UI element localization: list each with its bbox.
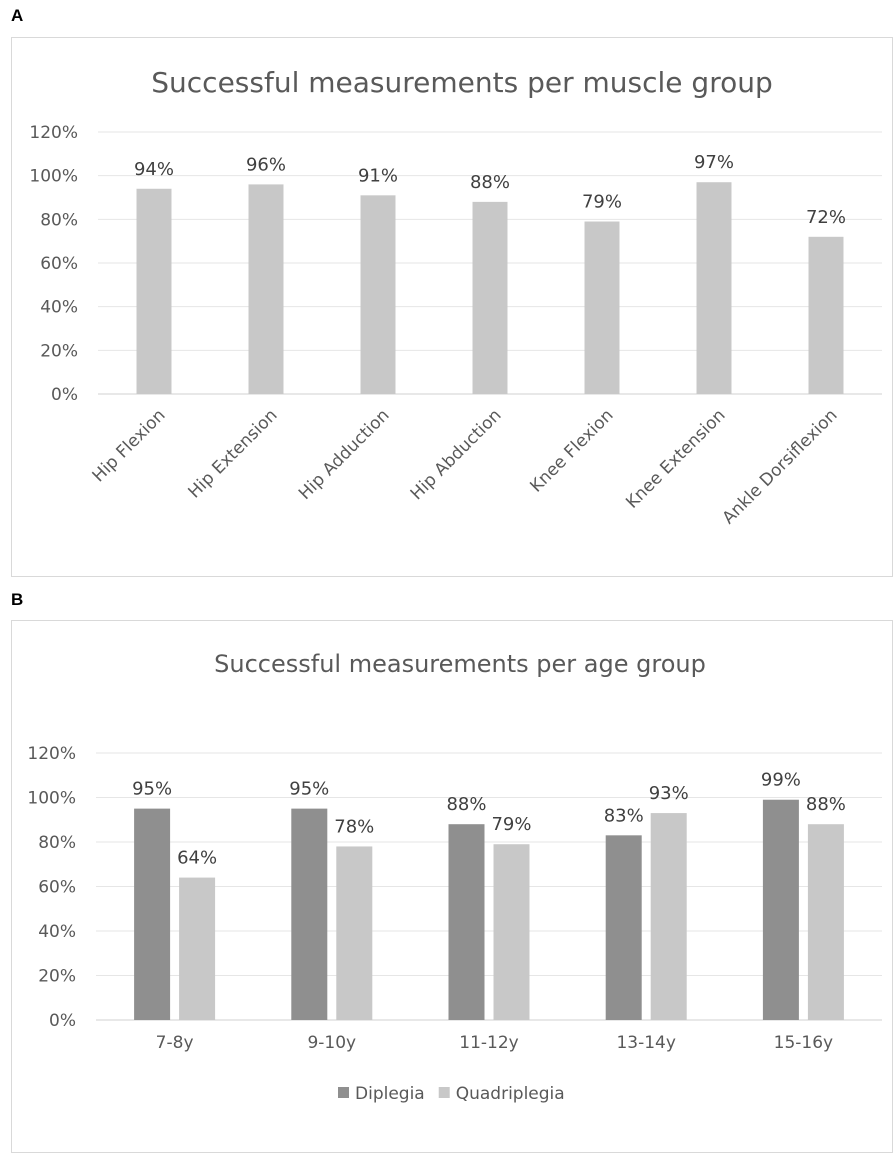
data-label: 96% xyxy=(246,154,286,175)
data-label: 72% xyxy=(806,207,846,228)
data-label: 94% xyxy=(134,159,174,180)
data-label: 78% xyxy=(334,816,374,837)
y-tick-label: 80% xyxy=(38,833,76,853)
bar xyxy=(808,236,844,394)
chart-a-container: Successful measurements per muscle group… xyxy=(11,37,893,577)
x-tick-label: Hip Extension xyxy=(185,405,282,502)
bar xyxy=(472,201,508,394)
data-label: 88% xyxy=(446,794,486,815)
bar-quadriplegia xyxy=(807,824,844,1020)
x-tick-label: Hip Adduction xyxy=(295,405,394,504)
chart-b: Successful measurements per age group 0%… xyxy=(27,650,882,1104)
x-tick-label: Ankle Dorsiflexion xyxy=(719,405,842,528)
y-tick-label: 100% xyxy=(29,167,78,187)
bar xyxy=(584,221,620,394)
data-label: 64% xyxy=(177,848,217,869)
data-label: 88% xyxy=(806,794,846,815)
bar xyxy=(696,182,732,394)
bar-diplegia xyxy=(762,799,799,1020)
y-tick-label: 60% xyxy=(40,254,78,274)
y-tick-label: 40% xyxy=(40,298,78,318)
y-tick-label: 20% xyxy=(38,967,76,987)
bar-quadriplegia xyxy=(179,877,216,1020)
data-label: 93% xyxy=(649,783,689,804)
data-label: 91% xyxy=(358,165,398,186)
data-label: 95% xyxy=(289,779,329,800)
legend-swatch-quadriplegia xyxy=(438,1087,450,1098)
panel-letter-a: A xyxy=(11,6,24,25)
chart-a: Successful measurements per muscle group… xyxy=(29,66,882,528)
x-tick-label: Knee Extension xyxy=(622,405,729,512)
x-tick-label: Hip Flexion xyxy=(89,405,170,486)
bar-quadriplegia xyxy=(336,846,373,1020)
y-tick-label: 100% xyxy=(27,789,76,809)
chart-b-title: Successful measurements per age group xyxy=(214,650,706,678)
x-tick-label: Knee Flexion xyxy=(526,405,617,496)
y-tick-label: 60% xyxy=(38,878,76,898)
bar-diplegia xyxy=(448,824,485,1020)
bar-quadriplegia xyxy=(650,813,687,1020)
legend-swatch-diplegia xyxy=(338,1087,349,1098)
chart-b-container: Successful measurements per age group 0%… xyxy=(11,620,893,1153)
data-label: 97% xyxy=(694,152,734,173)
chart-a-title: Successful measurements per muscle group xyxy=(151,66,772,99)
data-label: 79% xyxy=(582,192,622,213)
bar-diplegia xyxy=(605,835,642,1020)
y-tick-label: 40% xyxy=(38,922,76,942)
x-tick-label: Hip Abduction xyxy=(407,405,506,504)
data-label: 95% xyxy=(132,779,172,800)
panel-letter-b: B xyxy=(11,590,24,609)
x-tick-label: 9-10y xyxy=(307,1033,356,1053)
bar xyxy=(136,188,172,394)
data-label: 79% xyxy=(491,814,531,835)
data-label: 99% xyxy=(761,770,801,791)
x-tick-label: 13-14y xyxy=(616,1033,675,1053)
y-tick-label: 120% xyxy=(27,744,76,764)
bar-diplegia xyxy=(134,808,171,1020)
x-tick-label: 7-8y xyxy=(156,1033,194,1053)
x-tick-label: 11-12y xyxy=(459,1033,518,1053)
legend-label-diplegia: Diplegia xyxy=(355,1084,425,1104)
legend-label-quadriplegia: Quadriplegia xyxy=(456,1084,565,1104)
data-label: 88% xyxy=(470,172,510,193)
data-label: 83% xyxy=(604,805,644,826)
y-tick-label: 0% xyxy=(51,385,78,405)
bar-quadriplegia xyxy=(493,844,530,1020)
y-tick-label: 80% xyxy=(40,210,78,230)
bar xyxy=(360,195,396,394)
y-tick-label: 120% xyxy=(29,123,78,143)
y-tick-label: 20% xyxy=(40,341,78,361)
bar-diplegia xyxy=(291,808,328,1020)
bar xyxy=(248,184,284,394)
y-tick-label: 0% xyxy=(49,1011,76,1031)
x-tick-label: 15-16y xyxy=(774,1033,833,1053)
